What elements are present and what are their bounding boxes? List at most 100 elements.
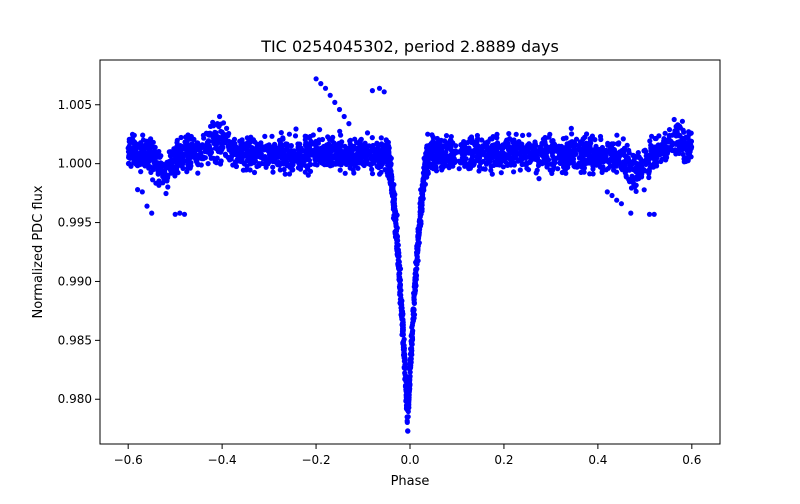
data-point bbox=[417, 223, 424, 229]
data-point bbox=[414, 256, 420, 262]
y-tick-label: 0.990 bbox=[58, 274, 92, 288]
data-point bbox=[187, 136, 193, 142]
data-point bbox=[407, 381, 413, 388]
data-point bbox=[312, 150, 318, 156]
x-tick-label: 0.2 bbox=[494, 453, 513, 467]
y-axis-ticks: 0.980 0.985 0.990 0.995 1.000 1.005 bbox=[58, 98, 100, 406]
data-point bbox=[605, 158, 612, 164]
data-point bbox=[499, 147, 505, 153]
data-point bbox=[150, 139, 156, 145]
y-tick-label: 1.005 bbox=[58, 98, 92, 112]
data-point bbox=[578, 169, 584, 175]
data-point bbox=[402, 376, 408, 382]
data-point bbox=[605, 140, 611, 146]
data-point bbox=[352, 146, 358, 152]
data-point bbox=[675, 122, 681, 128]
data-point bbox=[557, 160, 563, 166]
data-point bbox=[598, 155, 604, 162]
data-point bbox=[397, 285, 403, 291]
data-point bbox=[276, 159, 282, 165]
data-point bbox=[569, 155, 576, 161]
data-point bbox=[217, 136, 223, 142]
data-point bbox=[177, 210, 183, 216]
data-point bbox=[420, 183, 426, 189]
data-point bbox=[362, 140, 368, 146]
data-point bbox=[661, 141, 668, 147]
data-point bbox=[643, 149, 649, 155]
data-point bbox=[148, 136, 154, 142]
x-tick-label: 0.4 bbox=[588, 453, 607, 467]
x-tick-label: 0.6 bbox=[682, 453, 701, 467]
data-point bbox=[233, 163, 239, 169]
data-point bbox=[562, 168, 568, 174]
data-point bbox=[135, 187, 141, 193]
data-point bbox=[635, 150, 641, 156]
data-point bbox=[389, 176, 395, 183]
data-point bbox=[176, 155, 182, 161]
data-point bbox=[394, 243, 400, 249]
data-point bbox=[610, 141, 617, 147]
data-point bbox=[533, 148, 539, 154]
data-point bbox=[592, 147, 598, 153]
data-point bbox=[599, 168, 606, 174]
data-point bbox=[642, 168, 648, 174]
data-point bbox=[519, 161, 525, 168]
data-point bbox=[205, 161, 211, 167]
data-point bbox=[281, 166, 287, 173]
data-point bbox=[125, 149, 132, 155]
data-point bbox=[494, 131, 500, 137]
data-point bbox=[590, 163, 596, 169]
data-point bbox=[278, 130, 284, 136]
data-point bbox=[400, 324, 406, 330]
data-point bbox=[443, 133, 450, 139]
data-point bbox=[415, 234, 421, 240]
data-point bbox=[369, 135, 375, 141]
data-point bbox=[659, 156, 665, 162]
data-point bbox=[279, 155, 285, 161]
data-point bbox=[279, 143, 285, 149]
data-point bbox=[376, 165, 382, 171]
data-point bbox=[295, 145, 301, 151]
data-point bbox=[494, 149, 500, 155]
data-point bbox=[480, 166, 486, 172]
data-point bbox=[622, 162, 628, 168]
data-point bbox=[252, 150, 258, 156]
data-point bbox=[562, 160, 568, 166]
data-point bbox=[627, 176, 633, 182]
data-point bbox=[292, 133, 299, 139]
data-point bbox=[620, 136, 626, 142]
data-point bbox=[410, 320, 416, 326]
data-point bbox=[336, 106, 343, 113]
data-point bbox=[155, 164, 161, 171]
data-point bbox=[673, 151, 679, 157]
data-point bbox=[354, 139, 360, 146]
data-point bbox=[405, 401, 411, 407]
data-point bbox=[447, 142, 453, 148]
data-point bbox=[607, 163, 614, 169]
data-point bbox=[385, 143, 392, 149]
data-point bbox=[286, 131, 292, 137]
data-point bbox=[681, 136, 687, 142]
data-point bbox=[614, 169, 620, 175]
data-point bbox=[341, 152, 347, 158]
data-point bbox=[327, 143, 334, 149]
data-point bbox=[325, 134, 331, 140]
data-point bbox=[393, 232, 399, 238]
data-point bbox=[547, 145, 554, 151]
data-point bbox=[329, 137, 335, 144]
data-point bbox=[381, 89, 387, 95]
data-point bbox=[179, 146, 185, 152]
data-point bbox=[509, 157, 515, 163]
data-point bbox=[597, 133, 604, 140]
data-point bbox=[569, 142, 576, 148]
data-point bbox=[644, 153, 650, 159]
data-point bbox=[623, 174, 629, 180]
data-point bbox=[338, 132, 344, 138]
data-point bbox=[467, 136, 473, 142]
data-point bbox=[169, 161, 175, 167]
data-point bbox=[419, 194, 425, 200]
data-point bbox=[156, 178, 162, 184]
data-point bbox=[587, 138, 593, 145]
data-point bbox=[193, 144, 199, 150]
